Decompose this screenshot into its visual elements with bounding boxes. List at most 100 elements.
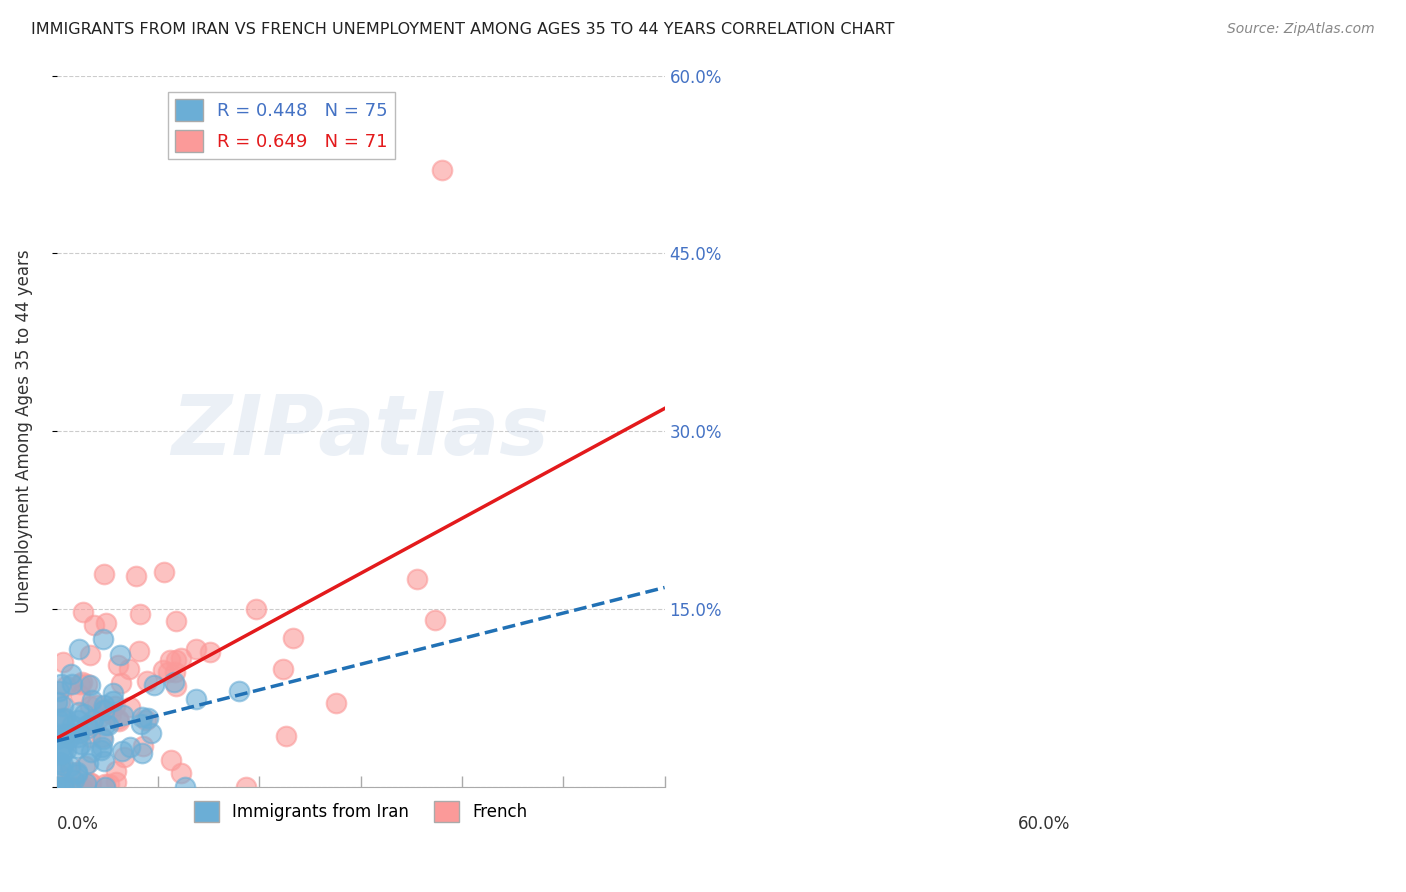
Point <box>67 731 90 745</box>
Point <box>67 726 90 740</box>
Point <box>112 750 135 764</box>
Point <box>51 711 73 725</box>
Point <box>170 765 193 780</box>
Point <box>76 721 98 735</box>
Point <box>59 758 82 772</box>
Point <box>142 678 165 692</box>
Point <box>60 718 83 732</box>
Point <box>118 739 141 754</box>
Point <box>87 711 110 725</box>
Point <box>170 651 193 665</box>
Point <box>82 693 104 707</box>
Point <box>104 698 127 713</box>
Point <box>79 699 101 714</box>
Point <box>93 754 115 768</box>
Point <box>163 665 186 680</box>
Point <box>58 731 80 746</box>
Point <box>131 717 153 731</box>
Point <box>132 739 155 754</box>
Point <box>73 707 96 722</box>
Point <box>91 730 114 744</box>
Point <box>174 780 197 794</box>
Point <box>107 712 129 726</box>
Point <box>79 731 101 745</box>
Point <box>80 718 103 732</box>
Point <box>52 655 75 669</box>
Text: IMMIGRANTS FROM IRAN VS FRENCH UNEMPLOYMENT AMONG AGES 35 TO 44 YEARS CORRELATIO: IMMIGRANTS FROM IRAN VS FRENCH UNEMPLOYM… <box>31 22 894 37</box>
Point <box>67 642 90 657</box>
Point <box>94 780 117 794</box>
Point <box>135 713 157 727</box>
Point <box>136 674 159 689</box>
Point <box>111 744 134 758</box>
Y-axis label: Unemployment Among Ages 35 to 44 years: Unemployment Among Ages 35 to 44 years <box>15 250 32 613</box>
Point <box>96 615 118 630</box>
Point <box>77 780 100 794</box>
Point <box>110 675 132 690</box>
Point <box>93 703 115 717</box>
Point <box>53 711 76 725</box>
Point <box>430 163 453 178</box>
Point <box>90 743 112 757</box>
Point <box>276 730 298 744</box>
Point <box>131 746 153 760</box>
Point <box>52 745 75 759</box>
Point <box>52 780 75 794</box>
Point <box>157 665 180 680</box>
Point <box>93 567 115 582</box>
Point <box>52 699 75 714</box>
Point <box>75 776 97 790</box>
Point <box>163 674 186 689</box>
Point <box>62 773 84 788</box>
Point <box>105 764 128 778</box>
Point <box>80 745 103 759</box>
Point <box>159 653 181 667</box>
Point <box>165 615 187 629</box>
Point <box>90 739 112 754</box>
Point <box>97 717 120 731</box>
Point <box>67 714 90 728</box>
Text: Source: ZipAtlas.com: Source: ZipAtlas.com <box>1227 22 1375 37</box>
Point <box>51 727 73 741</box>
Point <box>76 718 98 732</box>
Point <box>93 698 115 713</box>
Point <box>86 698 108 713</box>
Point <box>59 780 82 794</box>
Point <box>49 676 72 690</box>
Point <box>66 766 89 780</box>
Point <box>48 684 70 698</box>
Point <box>48 695 70 709</box>
Point <box>53 780 76 794</box>
Point <box>91 703 114 717</box>
Point <box>52 712 75 726</box>
Point <box>423 613 446 627</box>
Point <box>160 753 183 767</box>
Point <box>67 780 90 794</box>
Point <box>118 662 141 676</box>
Point <box>93 718 115 732</box>
Point <box>93 632 115 646</box>
Point <box>198 645 221 659</box>
Point <box>52 758 75 772</box>
Point <box>118 699 141 714</box>
Point <box>91 731 114 746</box>
Point <box>48 780 70 794</box>
Point <box>80 776 103 790</box>
Point <box>45 780 67 794</box>
Point <box>325 696 347 710</box>
Point <box>63 780 86 794</box>
Point <box>98 777 121 791</box>
Point <box>245 602 267 616</box>
Point <box>69 737 91 751</box>
Point <box>128 644 150 658</box>
Point <box>136 711 159 725</box>
Point <box>69 688 91 702</box>
Point <box>46 712 69 726</box>
Point <box>60 677 83 691</box>
Point <box>66 765 89 780</box>
Point <box>82 713 104 727</box>
Point <box>112 708 135 723</box>
Point <box>60 666 83 681</box>
Text: 60.0%: 60.0% <box>1018 815 1070 833</box>
Point <box>93 777 115 791</box>
